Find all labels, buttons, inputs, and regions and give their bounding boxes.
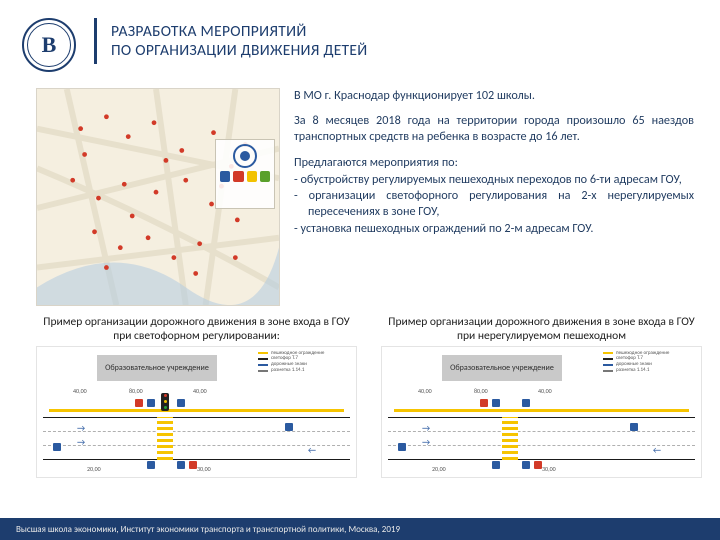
dimension-label: 40,00 [73,387,87,395]
road-sign-icon [398,443,406,451]
example-left: Пример организации дорожного движения в … [36,316,357,478]
crosswalk-hatch [502,417,518,460]
road-sign-icon [522,399,530,407]
road-sign-icon [53,443,61,451]
dimension-label: 40,00 [538,387,552,395]
dimension-label: 80,00 [474,387,488,395]
proposal-item-3: - установка пешеходных ограждений по 2-м… [294,221,694,237]
lane-arrow-icon: ← [653,445,661,456]
lane-arrow-icon: → [77,423,85,434]
legend-mini-icon [220,171,230,182]
paragraph-proposals-lead: Предлагаются мероприятия по: [294,155,694,171]
building-box-left: Образовательное учреждение [97,355,217,381]
paragraph-accidents: За 8 месяцев 2018 года на территории гор… [294,113,694,145]
pedestrian-rail [394,409,689,412]
road-sign-icon [492,461,500,469]
content-row: В МО г. Краснодар функционирует 102 школ… [0,84,720,306]
map-legend [215,139,275,209]
pedestrian-rail [49,409,344,412]
building-box-right: Образовательное учреждение [442,355,562,381]
road-sign-icon [189,461,197,469]
dimension-label: 20,00 [432,465,446,473]
legend-mini-icon [260,171,270,182]
road-sign-icon [534,461,542,469]
proposal-item-2: - организации светофорного регулирования… [294,188,694,220]
road-sign-icon [135,399,143,407]
dimension-label: 40,00 [418,387,432,395]
road-sign-icon [147,399,155,407]
examples-row: Пример организации дорожного движения в … [0,306,720,478]
title-line-2: ПО ОРГАНИЗАЦИИ ДВИЖЕНИЯ ДЕТЕЙ [111,41,368,60]
proposal-item-1: - обустройству регулируемых пешеходных п… [294,172,694,188]
traffic-light-icon [161,393,169,411]
legend-mini-icon [247,171,257,182]
dimension-label: 80,00 [129,387,143,395]
road-sign-icon [177,399,185,407]
lane-arrow-icon: → [422,437,430,448]
footer-text: Высшая школа экономики, Институт экономи… [16,524,400,535]
title-line-1: РАЗРАБОТКА МЕРОПРИЯТИЙ [111,22,368,41]
diagram-left: Образовательное учреждение 40,00 80,00 40,… [36,346,357,478]
slide-header: B РАЗРАБОТКА МЕРОПРИЯТИЙ ПО ОРГАНИЗАЦИИ … [0,0,720,84]
diagram-legend: пешеходное ограждениесветофор Т.7дорожны… [603,351,695,374]
road-sign-icon [522,461,530,469]
road-sign-icon [177,461,185,469]
legend-mini-icon [233,171,243,182]
title-block: РАЗРАБОТКА МЕРОПРИЯТИЙ ПО ОРГАНИЗАЦИИ ДВ… [94,18,368,64]
crosswalk-hatch [157,417,173,460]
example-left-title: Пример организации дорожного движения в … [36,316,357,344]
paragraph-schools-count: В МО г. Краснодар функционирует 102 школ… [294,88,694,104]
city-map [36,88,280,306]
road-sign-icon [480,399,488,407]
example-right-title: Пример организации дорожного движения в … [381,316,702,344]
lane-arrow-icon: ← [308,445,316,456]
slide-footer: Высшая школа экономики, Институт экономи… [0,518,720,540]
hse-logo: B [22,18,76,72]
info-text-column: В МО г. Краснодар функционирует 102 школ… [294,88,694,306]
legend-icons-row [220,171,270,182]
dimension-label: 20,00 [87,465,101,473]
road-sign-icon [630,423,638,431]
road-sign-icon [147,461,155,469]
lane-arrow-icon: → [422,423,430,434]
dimension-label: 30,00 [542,465,556,473]
lane-arrow-icon: → [77,437,85,448]
dimension-label: 30,00 [197,465,211,473]
diagram-legend: пешеходное ограждениесветофор Т.7дорожны… [258,351,350,374]
dimension-label: 40,00 [193,387,207,395]
diagram-right: Образовательное учреждение 40,00 80,00 40,… [381,346,702,478]
legend-target-icon [233,144,257,168]
road-sign-icon [492,399,500,407]
example-right: Пример организации дорожного движения в … [381,316,702,478]
road-sign-icon [285,423,293,431]
